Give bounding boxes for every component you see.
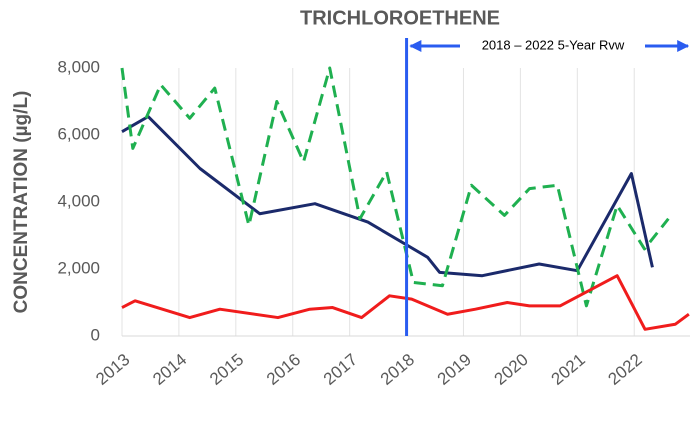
x-tick-label: 2022 xyxy=(604,350,645,389)
x-tick-label: 2020 xyxy=(491,350,532,389)
x-tick-label: 2021 xyxy=(548,350,589,389)
x-tick-label: 2013 xyxy=(92,350,133,389)
x-tick-label: 2014 xyxy=(149,350,190,389)
x-tick-label: 2017 xyxy=(320,350,361,389)
x-tick-label: 2016 xyxy=(263,350,304,389)
series-line xyxy=(121,274,690,331)
x-tick-label: 2018 xyxy=(377,350,418,389)
series-line xyxy=(120,66,670,308)
y-tick-label: 8,000 xyxy=(57,57,100,76)
y-tick-label: 6,000 xyxy=(57,124,100,143)
x-tick-label: 2015 xyxy=(206,350,247,389)
chart-title: TRICHLOROETHENE xyxy=(300,7,500,29)
y-tick-label: 2,000 xyxy=(57,258,100,277)
y-axis-label: CONCENTRATION (µg/L) xyxy=(11,91,32,314)
y-tick-label: 4,000 xyxy=(57,191,100,210)
x-tick-label: 2019 xyxy=(434,350,475,389)
y-tick-label: 0 xyxy=(91,325,100,344)
annotation: 2018 – 2022 5-Year Rvw xyxy=(482,37,625,52)
